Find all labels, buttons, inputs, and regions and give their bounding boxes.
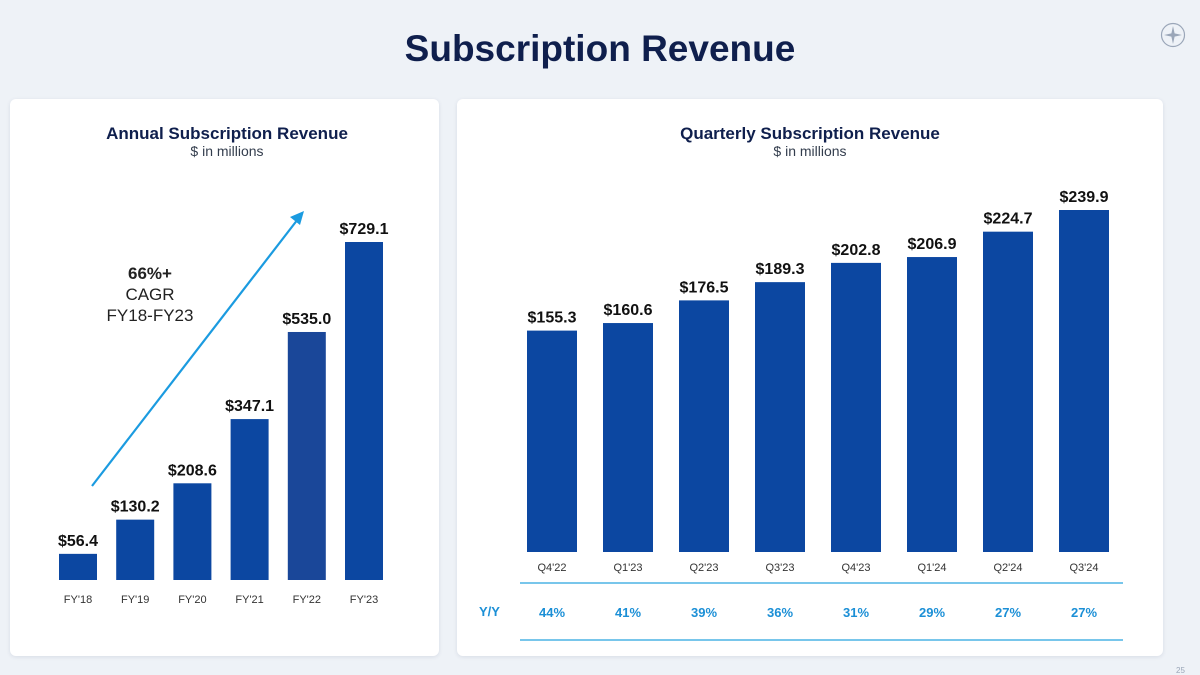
quarterly-tick-label: Q3'24 [1069,562,1098,574]
page-title: Subscription Revenue [404,28,796,69]
quarterly-bar-value-label: $202.8 [832,242,881,259]
annual-tick-label: FY'19 [121,594,149,606]
annual-tick-label: FY'22 [293,594,321,606]
quarterly-bar-value-label: $224.7 [984,211,1033,228]
quarterly-bar [831,262,881,552]
annual-bar [230,419,269,580]
yoy-growth-value: 31% [843,605,869,620]
quarterly-x-axis: Q4'22 Q1'23 Q2'23 Q3'23 Q4'23 Q1'24 Q2'24 Q3'24 [537,562,1098,574]
annual-bar-value-label: $56.4 [58,533,98,550]
quarterly-tick-label: Q4'22 [537,562,566,574]
annual-bar-value-label: $535.0 [282,311,331,328]
annual-bar [116,519,155,580]
yoy-growth-value: 27% [995,605,1021,620]
page-number: 25 [1176,666,1185,675]
annual-bar [287,331,326,580]
yoy-growth-value: 29% [919,605,945,620]
quarterly-bar [755,282,805,552]
yoy-growth-value: 39% [691,605,717,620]
quarterly-bar [907,257,957,552]
quarterly-bar-value-label: $176.5 [680,279,729,296]
annual-chart-title: Annual Subscription Revenue [106,124,348,143]
annual-revenue-chart: Annual Subscription Revenue $ in million… [58,124,389,606]
annual-tick-label: FY'20 [178,594,206,606]
annual-tick-label: FY'23 [350,594,378,606]
quarterly-tick-label: Q2'24 [993,562,1022,574]
annual-bar-value-label: $208.6 [168,462,217,479]
yoy-growth-value: 44% [539,605,565,620]
quarterly-bars [527,210,1109,553]
quarterly-bar-value-label: $160.6 [604,302,653,319]
compass-star-icon [1160,22,1186,48]
annual-bar [345,242,383,580]
quarterly-chart-subtitle: $ in millions [773,143,846,159]
annual-bar-value-label: $347.1 [225,398,274,415]
quarterly-bar-value-label: $155.3 [528,310,577,327]
quarterly-bar [1059,210,1109,552]
quarterly-tick-label: Q3'23 [765,562,794,574]
quarterly-value-labels: $155.3 $160.6 $176.5 $189.3 $202.8 $206.9 $224… [528,189,1109,327]
quarterly-bar-value-label: $239.9 [1060,189,1109,206]
yoy-growth-value: 36% [767,605,793,620]
quarterly-tick-label: Q2'23 [689,562,718,574]
yoy-values: 44% 41% 39% 36% 31% 29% 27% 27% [539,605,1097,620]
quarterly-tick-label: Q1'23 [613,562,642,574]
annual-value-labels: $56.4 $130.2 $208.6 $347.1 $535.0 $729.1 [58,221,389,550]
quarterly-bar [679,300,729,552]
annual-tick-label: FY'21 [235,594,263,606]
cagr-label: CAGR [125,285,174,304]
quarterly-bar [603,323,653,552]
cagr-annotation: 66%+ CAGR FY18-FY23 [107,264,194,325]
annual-bar [59,553,97,580]
cagr-arrow [91,211,304,487]
yoy-label: Y/Y [479,604,500,619]
quarterly-bar-value-label: $206.9 [908,236,957,253]
quarterly-chart-title: Quarterly Subscription Revenue [680,124,940,143]
quarterly-revenue-chart: Quarterly Subscription Revenue $ in mill… [479,124,1123,641]
annual-bar [173,483,212,580]
yoy-growth-value: 41% [615,605,641,620]
annual-tick-label: FY'18 [64,594,92,606]
quarterly-bar [983,231,1033,553]
quarterly-tick-label: Q1'24 [917,562,946,574]
yoy-growth-value: 27% [1071,605,1097,620]
quarterly-bar [527,330,577,552]
annual-bars [59,242,383,580]
quarterly-bar-value-label: $189.3 [756,261,805,278]
quarterly-tick-label: Q4'23 [841,562,870,574]
annual-chart-subtitle: $ in millions [190,143,263,159]
annual-bar-value-label: $130.2 [111,499,160,516]
quarterly-revenue-card: Quarterly Subscription Revenue $ in mill… [457,99,1163,656]
cagr-value: 66%+ [128,264,172,283]
annual-revenue-card: Annual Subscription Revenue $ in million… [10,99,439,656]
annual-x-axis: FY'18 FY'19 FY'20 FY'21 FY'22 FY'23 [64,594,378,606]
cagr-period: FY18-FY23 [107,306,194,325]
annual-bar-value-label: $729.1 [340,221,389,238]
